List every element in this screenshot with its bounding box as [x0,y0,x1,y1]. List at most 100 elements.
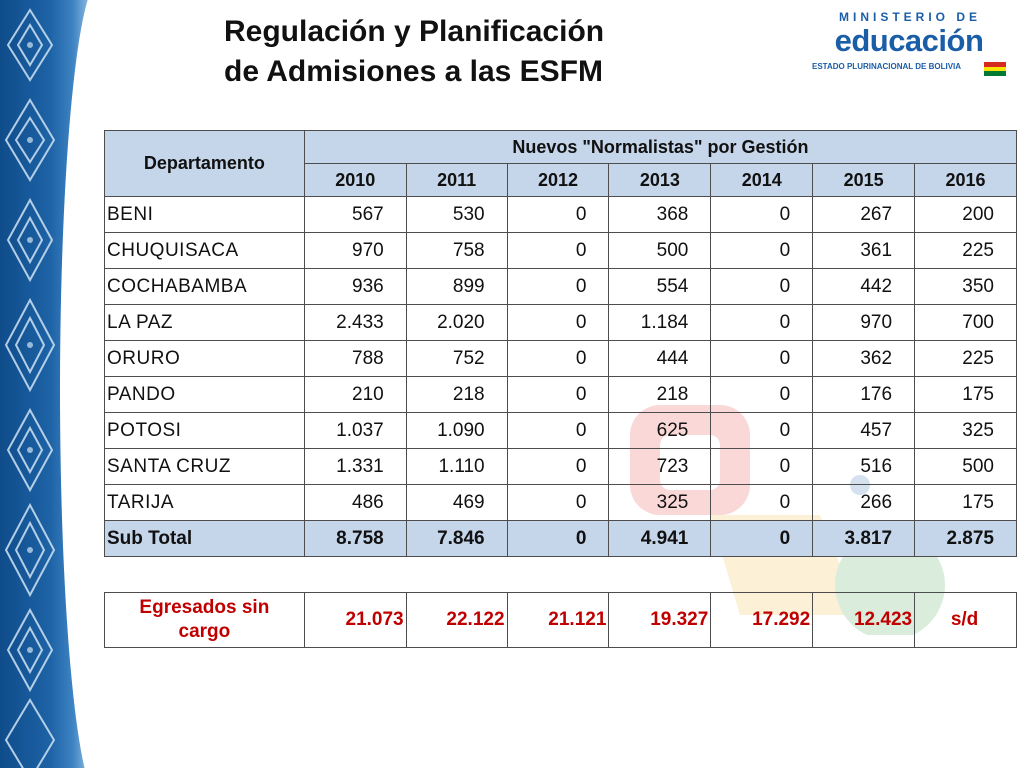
bolivia-flag-icon [984,62,1006,76]
value-cell: 175 [914,484,1017,521]
year-header: 2013 [608,163,712,197]
subtotal-value: 7.846 [405,520,508,557]
subtotal-value: 3.817 [812,520,916,557]
egresados-label-line-1: Egresados sin [139,597,270,618]
value-cell: 361 [812,232,916,269]
table-row: BENI 567 530 0 368 0 267 200 [104,196,1017,233]
department-cell: POTOSI [104,412,305,449]
subtotal-row: Sub Total 8.758 7.846 0 4.941 0 3.817 2.875 [104,520,1017,557]
table-row: CHUQUISACA 970 758 0 500 0 361 225 [104,232,1017,269]
slide-title: Regulación y Planificación de Admisiones… [224,12,744,92]
value-cell: 936 [303,268,407,305]
egresados-value: s/d [914,592,1017,648]
subtotal-label: Sub Total [104,520,305,557]
value-cell: 0 [506,448,610,485]
group-header: Nuevos "Normalistas" por Gestión [303,130,1018,164]
value-cell: 0 [506,412,610,449]
table-row: TARIJA 486 469 0 325 0 266 175 [104,484,1017,521]
ministerio-educacion-logo: MINISTERIO DE educación ESTADO PLURINACI… [808,10,1008,82]
value-cell: 970 [303,232,407,269]
value-cell: 0 [506,268,610,305]
value-cell: 1.037 [303,412,407,449]
value-cell: 0 [710,448,814,485]
year-header: 2015 [812,163,916,197]
value-cell: 2.020 [405,304,508,341]
egresados-table: Egresados sin cargo 21.073 22.122 21.121… [104,592,1017,648]
department-cell: ORURO [104,340,305,377]
value-cell: 0 [506,196,610,233]
value-cell: 500 [608,232,712,269]
value-cell: 0 [710,412,814,449]
value-cell: 368 [608,196,712,233]
value-cell: 567 [303,196,407,233]
value-cell: 0 [506,484,610,521]
value-cell: 457 [812,412,916,449]
value-cell: 500 [914,448,1017,485]
value-cell: 200 [914,196,1017,233]
subtotal-value: 2.875 [914,520,1017,557]
value-cell: 516 [812,448,916,485]
value-cell: 2.433 [303,304,407,341]
egresados-row: Egresados sin cargo 21.073 22.122 21.121… [104,592,1017,648]
table-body: BENI 567 530 0 368 0 267 200 CHUQUISACA 970 758 0 50… [104,196,1017,557]
value-cell: 700 [914,304,1017,341]
egresados-value: 17.292 [710,592,814,648]
table-row: ORURO 788 752 0 444 0 362 225 [104,340,1017,377]
value-cell: 266 [812,484,916,521]
egresados-label-line-2: cargo [178,621,231,642]
value-cell: 325 [914,412,1017,449]
subtotal-value: 0 [506,520,610,557]
value-cell: 0 [506,376,610,413]
subtotal-value: 0 [710,520,814,557]
department-cell: BENI [104,196,305,233]
value-cell: 175 [914,376,1017,413]
value-cell: 442 [812,268,916,305]
value-cell: 1.184 [608,304,712,341]
logo-line-educacion: educación [834,23,984,58]
value-cell: 218 [608,376,712,413]
value-cell: 752 [405,340,508,377]
title-line-1: Regulación y Planificación [224,15,605,48]
value-cell: 444 [608,340,712,377]
department-cell: LA PAZ [104,304,305,341]
value-cell: 1.110 [405,448,508,485]
subtotal-value: 4.941 [608,520,712,557]
department-cell: TARIJA [104,484,305,521]
egresados-value: 21.121 [506,592,610,648]
egresados-label: Egresados sin cargo [104,592,305,648]
decorative-side-band [0,0,92,768]
value-cell: 758 [405,232,508,269]
admissions-table: Departamento Nuevos "Normalistas" por Ge… [104,130,1018,557]
year-header: 2014 [710,163,814,197]
value-cell: 0 [710,232,814,269]
value-cell: 176 [812,376,916,413]
value-cell: 469 [405,484,508,521]
year-header: 2010 [303,163,407,197]
table-row: POTOSI 1.037 1.090 0 625 0 457 325 [104,412,1017,449]
value-cell: 0 [506,304,610,341]
value-cell: 0 [506,340,610,377]
year-header: 2016 [914,163,1017,197]
value-cell: 970 [812,304,916,341]
value-cell: 0 [710,484,814,521]
diamond-pattern-icon [4,8,56,768]
value-cell: 0 [710,304,814,341]
value-cell: 625 [608,412,712,449]
value-cell: 350 [914,268,1017,305]
value-cell: 899 [405,268,508,305]
table-row: SANTA CRUZ 1.331 1.110 0 723 0 516 500 [104,448,1017,485]
table-row: PANDO 210 218 0 218 0 176 175 [104,376,1017,413]
title-line-2: de Admisiones a las ESFM [224,55,603,88]
department-cell: COCHABAMBA [104,268,305,305]
value-cell: 362 [812,340,916,377]
value-cell: 0 [710,340,814,377]
value-cell: 0 [710,376,814,413]
value-cell: 225 [914,232,1017,269]
table-row: COCHABAMBA 936 899 0 554 0 442 350 [104,268,1017,305]
logo-line-estado: ESTADO PLURINACIONAL DE BOLIVIA [812,62,962,71]
egresados-value: 22.122 [405,592,508,648]
value-cell: 530 [405,196,508,233]
value-cell: 788 [303,340,407,377]
value-cell: 325 [608,484,712,521]
value-cell: 0 [506,232,610,269]
